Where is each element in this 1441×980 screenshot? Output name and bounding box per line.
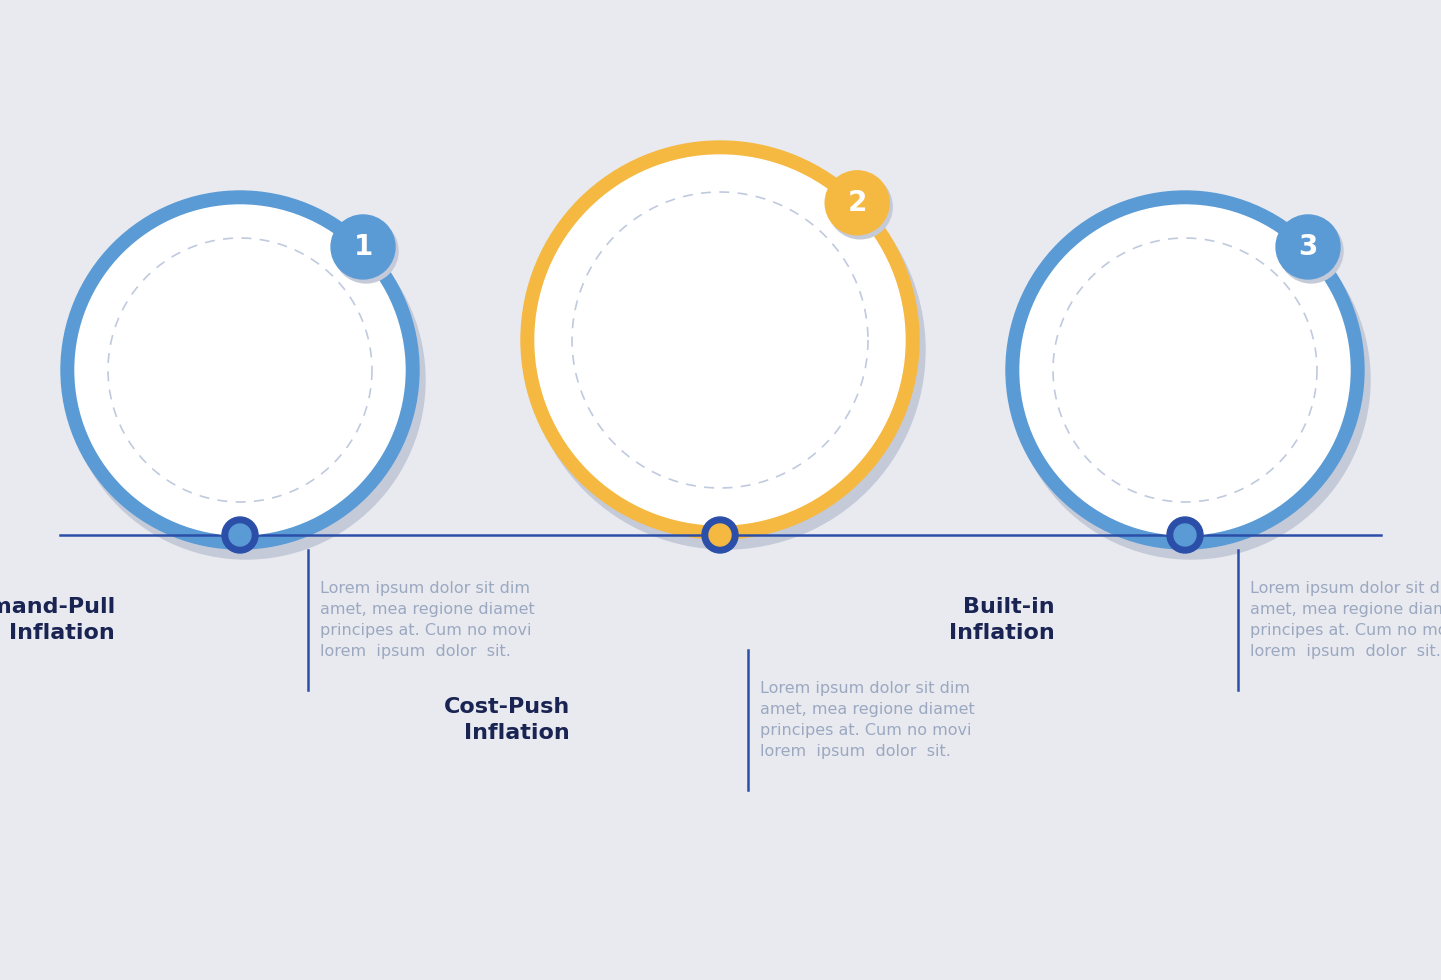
Circle shape [66, 201, 425, 559]
Text: 2: 2 [847, 189, 867, 217]
Circle shape [334, 219, 398, 283]
Circle shape [1012, 201, 1370, 559]
Circle shape [75, 205, 405, 535]
Text: 3: 3 [1298, 233, 1317, 261]
Text: Built-in
Inflation: Built-in Inflation [950, 597, 1055, 643]
Circle shape [522, 141, 919, 539]
Circle shape [1020, 205, 1350, 535]
Circle shape [709, 524, 731, 546]
Circle shape [222, 517, 258, 553]
Circle shape [826, 171, 889, 235]
Text: 1: 1 [353, 233, 373, 261]
Circle shape [535, 155, 905, 525]
Circle shape [1167, 517, 1203, 553]
Circle shape [829, 174, 892, 239]
Circle shape [1174, 524, 1196, 546]
Text: Demand-Pull
Inflation: Demand-Pull Inflation [0, 597, 115, 643]
Circle shape [1277, 215, 1340, 279]
Circle shape [229, 524, 251, 546]
Circle shape [331, 215, 395, 279]
Circle shape [61, 191, 419, 549]
Text: Lorem ipsum dolor sit dim
amet, mea regione diamet
principes at. Cum no movi
lor: Lorem ipsum dolor sit dim amet, mea regi… [1249, 581, 1441, 659]
Circle shape [527, 151, 925, 549]
Circle shape [1280, 219, 1343, 283]
Text: Cost-Push
Inflation: Cost-Push Inflation [444, 697, 571, 743]
Text: Lorem ipsum dolor sit dim
amet, mea regione diamet
principes at. Cum no movi
lor: Lorem ipsum dolor sit dim amet, mea regi… [759, 681, 974, 759]
Circle shape [702, 517, 738, 553]
Text: Lorem ipsum dolor sit dim
amet, mea regione diamet
principes at. Cum no movi
lor: Lorem ipsum dolor sit dim amet, mea regi… [320, 581, 535, 659]
Circle shape [1006, 191, 1365, 549]
